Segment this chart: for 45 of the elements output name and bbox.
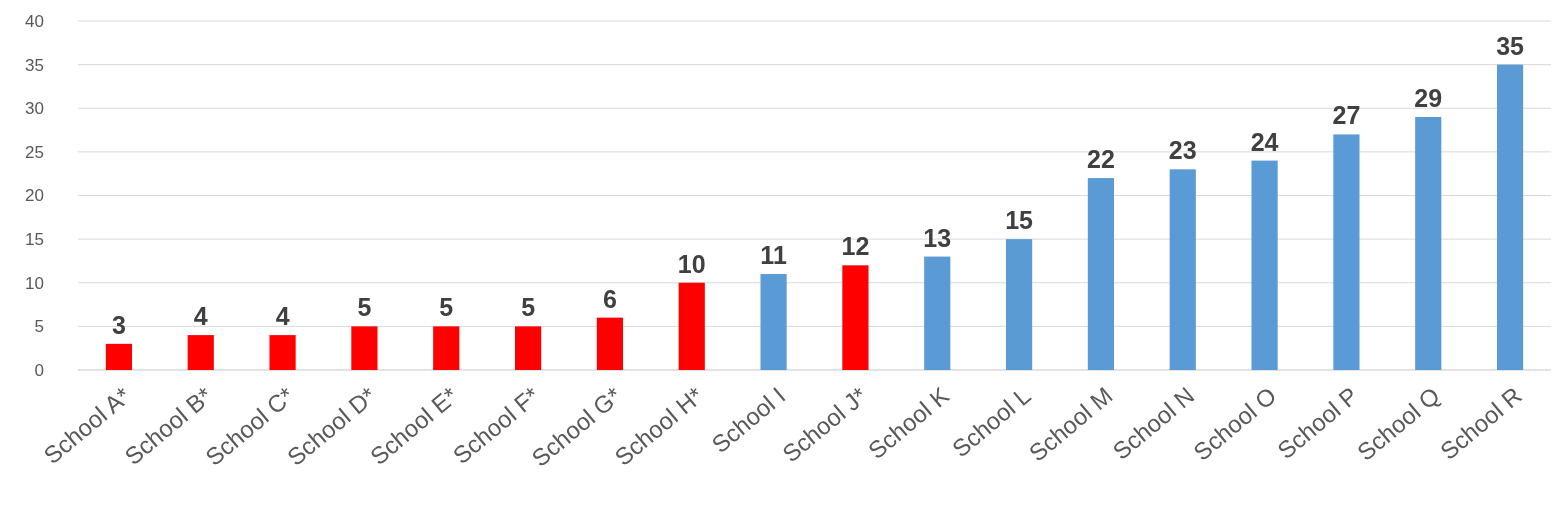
data-label: 24	[1250, 127, 1279, 156]
bar	[351, 326, 378, 370]
bar	[760, 274, 787, 370]
data-label: 10	[677, 249, 706, 278]
bar	[187, 335, 214, 370]
y-tick-label: 30	[25, 99, 44, 119]
bar	[842, 265, 869, 370]
y-tick-label: 10	[25, 273, 44, 293]
bar	[1169, 169, 1196, 370]
data-label: 5	[521, 293, 536, 322]
bar	[678, 282, 705, 370]
data-label: 4	[193, 302, 208, 331]
y-tick-label: 40	[25, 11, 44, 31]
data-label: 22	[1087, 145, 1115, 174]
bar	[924, 256, 951, 370]
data-label: 15	[1005, 206, 1034, 235]
data-label: 12	[841, 232, 870, 261]
bar	[105, 343, 133, 370]
y-tick-label: 0	[34, 360, 44, 380]
data-label: 29	[1414, 83, 1443, 112]
data-label: 3	[111, 310, 126, 339]
y-tick-label: 15	[25, 230, 44, 250]
bar	[433, 326, 460, 370]
data-label: 23	[1168, 136, 1197, 165]
bar	[1251, 160, 1278, 370]
data-label: 6	[602, 284, 617, 313]
bar	[596, 317, 624, 370]
bar	[514, 326, 542, 370]
data-label: 27	[1332, 101, 1361, 130]
data-label: 35	[1496, 31, 1525, 60]
data-label: 5	[357, 293, 372, 322]
bar	[1087, 178, 1115, 370]
bar	[1333, 134, 1360, 370]
data-label: 13	[923, 223, 952, 252]
y-tick-label: 25	[25, 142, 44, 162]
bar	[1496, 64, 1524, 370]
y-tick-label: 20	[25, 186, 44, 206]
bar	[1005, 239, 1033, 370]
bar	[1415, 116, 1442, 370]
y-tick-label: 5	[34, 317, 44, 337]
y-tick-label: 35	[25, 55, 44, 75]
bar	[269, 335, 296, 370]
data-label: 5	[439, 293, 454, 322]
data-label: 4	[275, 302, 290, 331]
data-label: 11	[760, 241, 787, 270]
